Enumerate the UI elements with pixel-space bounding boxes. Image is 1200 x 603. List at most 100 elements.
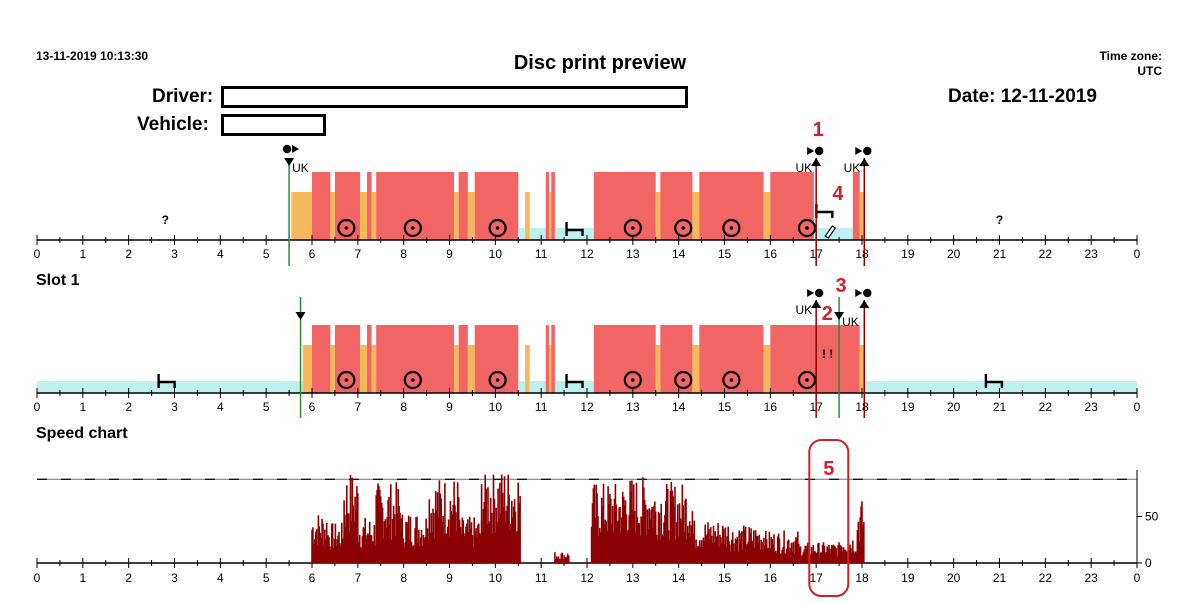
card-arrow-icon: [292, 145, 300, 153]
disc-tick-label: 0: [34, 247, 41, 261]
bed-rest-icon: [984, 374, 1004, 388]
speed-tick-label: 12: [580, 571, 594, 585]
speed-bar: [797, 542, 840, 563]
disc-country-label: UK: [795, 161, 812, 175]
speed-bar: [357, 518, 377, 563]
card-arrow-icon: [855, 147, 863, 155]
slot1-activity-other-work: [548, 345, 552, 393]
disc-activity-other-work: [525, 192, 530, 240]
driving-wheel-icon-hub: [805, 226, 809, 230]
speed-tick-label: 19: [901, 571, 915, 585]
disc-tick-label: 13: [626, 247, 640, 261]
annotation-3: 3: [836, 275, 847, 297]
slot1-activity-rest: [529, 381, 546, 393]
disc-activity-driving: [852, 172, 860, 240]
disc-tick-label: 21: [993, 247, 1007, 261]
speed-tick-label: 1: [79, 571, 86, 585]
slot1-tick-label: 2: [125, 400, 132, 414]
card-withdraw-icon: [811, 300, 822, 308]
disc-tick-label: 14: [672, 247, 686, 261]
speed-bar: [856, 501, 865, 563]
disc-activity-rest: [813, 228, 853, 240]
driving-wheel-icon-hub: [631, 378, 635, 382]
disc-tick-label: 16: [764, 247, 778, 261]
speed-tick-label: 11: [535, 571, 548, 585]
unknown-period-mark: ?: [996, 213, 1003, 227]
driving-wheel-icon: [337, 370, 356, 390]
disc-activity-other-work: [548, 192, 552, 240]
slot1-activity-other-work: [360, 345, 367, 393]
slot1-tick-label: 11: [535, 400, 548, 414]
slot1-activity-rest: [518, 381, 526, 393]
disc-activity-other-work: [655, 192, 661, 240]
card-withdraw-icon: [811, 158, 822, 166]
disc-tick-label: 6: [309, 247, 316, 261]
driving-wheel-icon: [674, 370, 693, 390]
speed-tick-label: 21: [993, 571, 1007, 585]
slot1-activity-driving: [458, 325, 468, 393]
date-label: Date:: [948, 86, 996, 107]
driving-wheel-icon: [488, 218, 507, 238]
driving-wheel-icon: [722, 370, 741, 390]
driving-wheel-icon: [403, 218, 422, 238]
page-title: Disc print preview: [513, 52, 687, 74]
disc-tick-label: 7: [354, 247, 361, 261]
card-withdraw-icon: [859, 158, 870, 166]
speed-y-tick-label: 50: [1145, 510, 1159, 524]
disc-activity-other-work: [763, 192, 771, 240]
driving-wheel-icon-hub: [495, 378, 500, 382]
speed-tick-label: 5: [263, 571, 270, 585]
driving-wheel-icon-hub: [411, 378, 415, 382]
speed-bar: [327, 522, 345, 563]
speed-tick-label: 8: [400, 571, 407, 585]
speed-tick-label: 0: [34, 571, 41, 585]
slot1-tick-label: 4: [217, 400, 224, 414]
speed-tick-label: 9: [446, 571, 453, 585]
timezone-block: Time zone: UTC: [1100, 49, 1162, 79]
slot1-tick-label: 9: [446, 400, 453, 414]
slot1-activity-rest: [864, 381, 1137, 393]
slot1-activity-other-work: [302, 345, 312, 393]
slot1-country-label: UK: [842, 315, 859, 329]
speed-bar: [311, 515, 329, 563]
bed-rest-icon: [565, 222, 584, 236]
driving-wheel-icon: [623, 218, 642, 238]
disc-tick-label: 4: [217, 247, 224, 261]
disc-activity-other-work: [454, 192, 459, 240]
date-value: 12-11-2019: [1000, 86, 1097, 107]
slot1-section-label: Slot 1: [36, 272, 80, 289]
speed-tick-label: 15: [718, 571, 732, 585]
disc-tick-label: 0: [1134, 247, 1141, 261]
slot1-tick-label: 14: [672, 400, 686, 414]
card-dot-icon: [863, 288, 872, 298]
disc-activity-rest: [529, 228, 546, 240]
speed-bar: [554, 552, 570, 563]
disc-country-label: UK: [292, 161, 309, 175]
disc-activity-driving: [458, 172, 468, 240]
speed-bar: [728, 525, 767, 563]
slot1-tick-label: 18: [855, 400, 869, 414]
driving-wheel-icon-hub: [495, 226, 500, 230]
driving-wheel-icon: [722, 218, 741, 238]
disc-activity-other-work: [467, 192, 475, 240]
speed-tick-label: 14: [672, 571, 686, 585]
unknown-period-mark: ?: [162, 213, 169, 227]
slot1-activity-driving: [545, 325, 549, 393]
disc-tick-label: 12: [580, 247, 594, 261]
vehicle-label: Vehicle:: [137, 114, 209, 135]
slot1-activity-driving: [551, 325, 555, 393]
speed-bar: [400, 514, 427, 563]
slot1-tick-label: 7: [354, 400, 361, 414]
slot1-tick-label: 8: [400, 400, 407, 414]
slot1-country-label: UK: [795, 303, 812, 317]
slot1-tick-label: 16: [764, 400, 778, 414]
disc-tick-label: 9: [446, 247, 453, 261]
speed-bar: [590, 483, 625, 563]
speed-tick-label: 2: [125, 571, 132, 585]
driving-wheel-icon-hub: [631, 226, 635, 230]
speed-tick-label: 22: [1039, 571, 1053, 585]
disc-tick-label: 20: [947, 247, 961, 261]
card-arrow-icon: [855, 289, 863, 297]
slot1-tick-label: 6: [309, 400, 316, 414]
